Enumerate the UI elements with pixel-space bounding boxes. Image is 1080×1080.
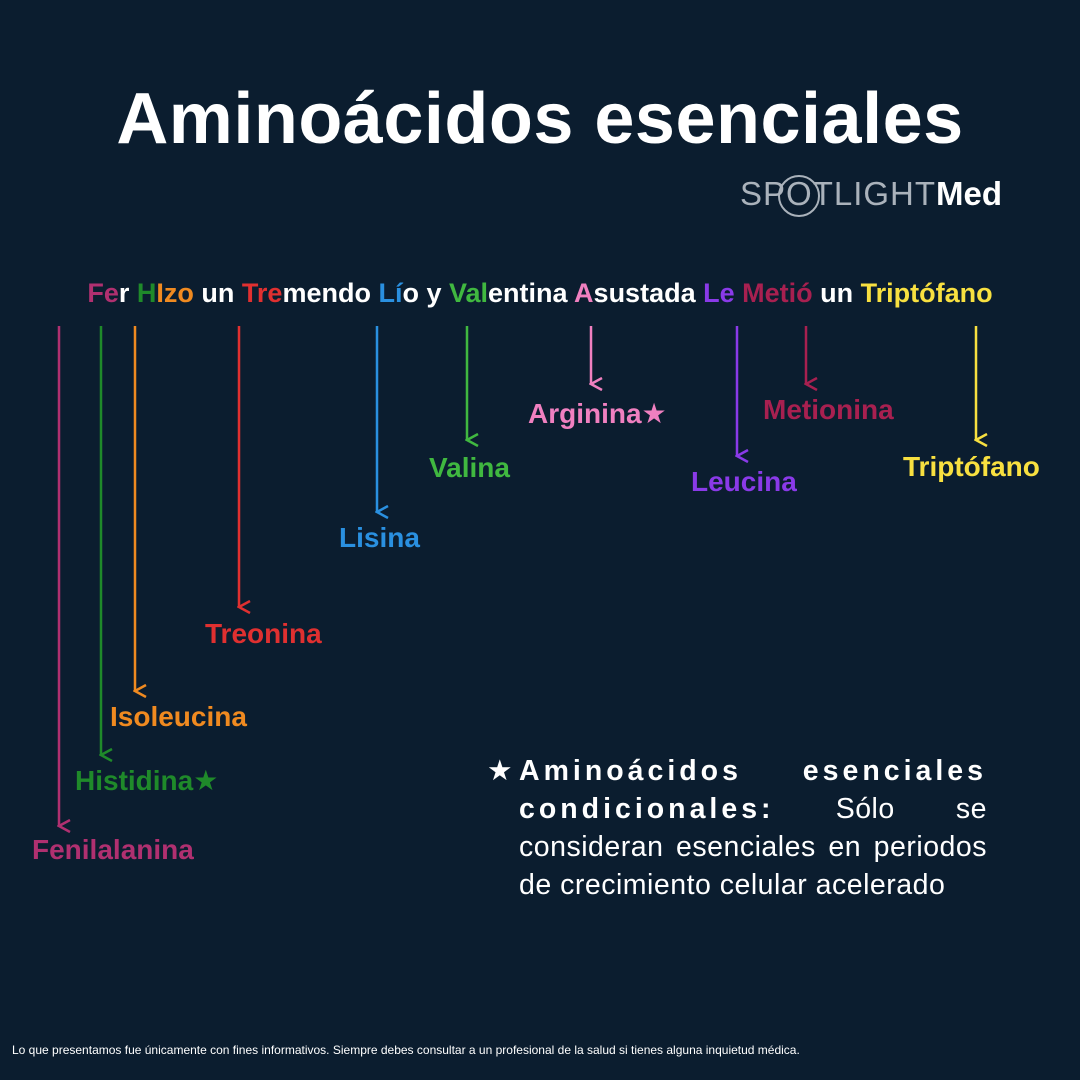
mnemonic-part: un <box>812 278 861 308</box>
label-metionina: Metionina <box>763 394 894 425</box>
label-triptofano: Triptófano <box>903 451 1040 482</box>
mnemonic-part: mendo <box>282 278 379 308</box>
mnemonic-part: Le <box>703 278 735 308</box>
label-histidina: Histidina★ <box>75 765 219 796</box>
mnemonic-part: Met <box>742 278 789 308</box>
label-treonina: Treonina <box>205 618 322 649</box>
logo-circle-icon <box>778 175 820 217</box>
mnemonic-part: zo <box>163 278 194 308</box>
mnemonic-part: I <box>156 278 164 308</box>
mnemonic-part: un <box>193 278 242 308</box>
star-icon: ★ <box>487 755 513 787</box>
mnemonic-sentence: Fer HIzo un Tremendo Lío y Valentina Asu… <box>0 278 1080 309</box>
label-fenilalanina: Fenilalanina <box>32 834 194 865</box>
mnemonic-part: H <box>136 278 157 308</box>
mnemonic-part: A <box>574 278 594 308</box>
mnemonic-part: Fe <box>87 278 119 308</box>
footnote: ★ Aminoácidos esenciales condicionales: … <box>487 752 987 904</box>
footnote-text: Sólo se consideran esenciales en periodo… <box>519 793 987 901</box>
label-valina: Valina <box>429 452 510 483</box>
mnemonic-part: sustada <box>593 278 704 308</box>
mnemonic-part: Triptófano <box>860 278 993 308</box>
mnemonic-part: o y <box>402 278 449 308</box>
mnemonic-part: Lí <box>378 278 403 308</box>
label-arginina: Arginina★ <box>528 398 667 429</box>
label-lisina: Lisina <box>339 522 420 553</box>
logo-text-bold: Med <box>936 175 1003 212</box>
label-leucina: Leucina <box>691 466 797 497</box>
brand-logo: SPOTLIGHTMed <box>740 172 1040 220</box>
mnemonic-part: ió <box>788 278 813 308</box>
logo-text-thin: SPOTLIGHT <box>740 175 937 212</box>
footnote-heading: Aminoácidos esenciales condicionales: <box>519 755 987 825</box>
mnemonic-part: Tre <box>241 278 283 308</box>
mnemonic-part: Val <box>448 278 489 308</box>
label-isoleucina: Isoleucina <box>110 701 247 732</box>
page-title: Aminoácidos esenciales <box>116 79 964 159</box>
mnemonic-part: r <box>118 278 137 308</box>
mnemonic-part: entina <box>488 278 575 308</box>
disclaimer: Lo que presentamos fue únicamente con fi… <box>12 1043 800 1057</box>
